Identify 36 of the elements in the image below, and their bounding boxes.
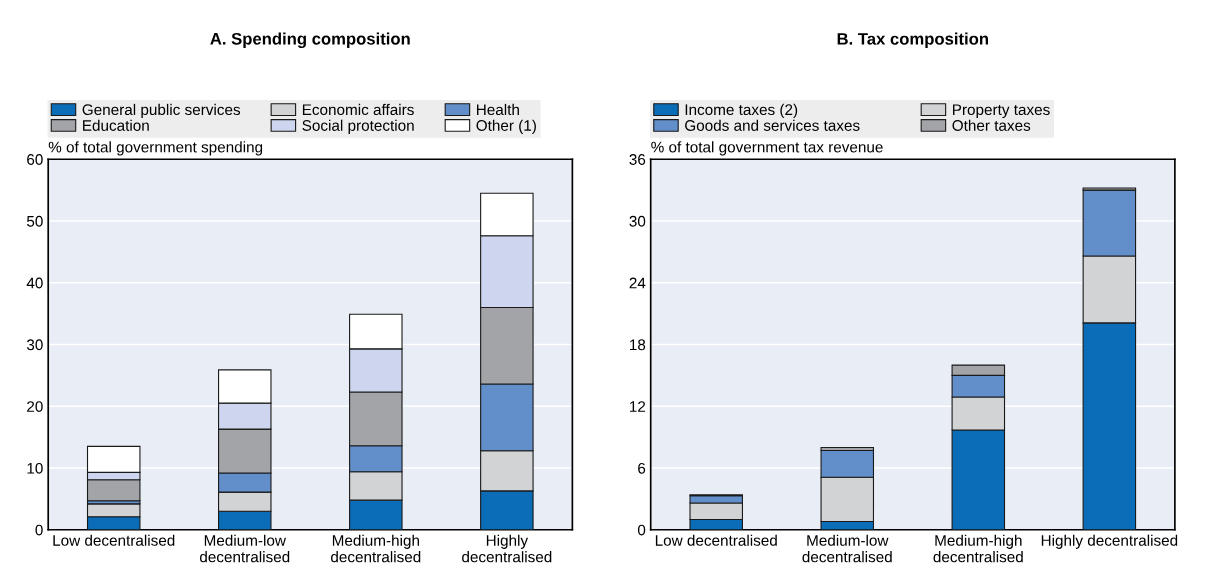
y-tick-label: 24 <box>629 277 646 289</box>
y-tick-label: 50 <box>26 215 43 227</box>
y-tick-label: 6 <box>638 462 646 474</box>
chart-title: B. Tax composition <box>837 32 989 49</box>
legend-label: Goods and services taxes <box>685 119 860 131</box>
x-tick-label: Highly decentralised <box>462 534 552 563</box>
x-tick-label: Low decentralised <box>655 534 777 546</box>
legend-label: Property taxes <box>953 104 1050 119</box>
legend-label: Health <box>477 103 519 116</box>
x-tick-label: Highly decentralised <box>1041 534 1178 549</box>
y-tick-label: 30 <box>629 215 646 227</box>
legend-label: Social protection <box>302 119 414 134</box>
y-tick-label: 20 <box>27 401 43 412</box>
y-tick-label: 10 <box>27 462 43 474</box>
legend-label: Income taxes (2) <box>685 103 798 119</box>
x-tick-label: Low decentralised <box>53 534 175 546</box>
y-tick-label: 0 <box>637 524 646 536</box>
chart-title: A. Spending composition <box>210 32 410 49</box>
legend-label: Other (1) <box>476 119 536 134</box>
y-tick-label: 40 <box>26 277 43 289</box>
y-tick-label: 0 <box>35 524 43 536</box>
y-axis-title: % of total government tax revenue <box>651 141 883 156</box>
x-tick-label: Medium-high decentralised <box>331 534 421 563</box>
y-tick-label: 30 <box>26 339 43 351</box>
legend-label: Education <box>83 119 149 131</box>
y-tick-label: 60 <box>27 154 43 165</box>
y-tick-label: 12 <box>630 401 646 412</box>
legend-label: Other taxes <box>952 119 1031 131</box>
x-tick-label: Medium-high decentralised <box>933 534 1023 563</box>
y-tick-label: 36 <box>629 154 646 165</box>
x-tick-label: Medium-low decentralised <box>802 534 892 563</box>
y-tick-label: 18 <box>630 339 646 351</box>
x-tick-label: Medium-low decentralised <box>199 534 290 563</box>
legend-label: General public services <box>82 103 241 119</box>
y-axis-title: % of total government spending <box>48 141 263 156</box>
legend-label: Economic affairs <box>302 103 414 116</box>
